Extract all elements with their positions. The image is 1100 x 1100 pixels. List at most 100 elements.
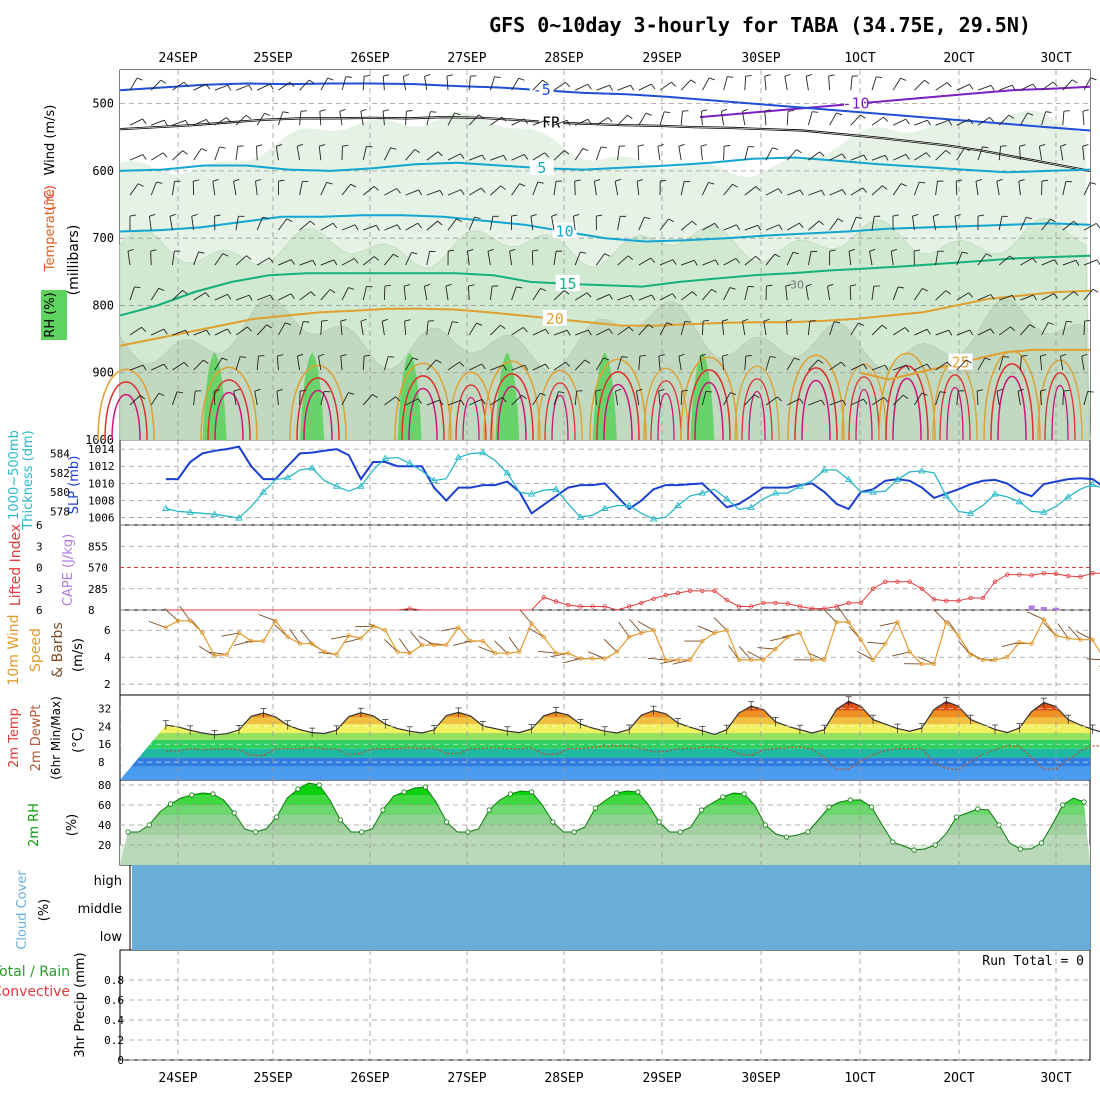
wind-barb-flag (203, 359, 209, 364)
wind-barb (235, 255, 252, 266)
profile-tick-label: 900 (92, 366, 114, 380)
wind-barb-flag (183, 362, 189, 367)
wind-barb (869, 248, 876, 266)
wind-barb-flag (975, 178, 982, 182)
wind-barb-flag (182, 290, 188, 295)
wind-barb (468, 75, 477, 91)
wind-barb-flag (403, 284, 411, 287)
isotherm-minus5 (119, 82, 1091, 132)
wind-barb-shaft (617, 326, 630, 336)
wind-barb-flag (869, 248, 876, 252)
wind-barb-flag (594, 178, 601, 182)
wind-barb-flag (836, 112, 843, 116)
wind-barb-shaft (362, 186, 375, 196)
wind-barb-flag (481, 363, 486, 370)
wind-barb-shaft (362, 146, 367, 161)
wind-barb-flag (573, 214, 580, 217)
wind-barb-shaft (150, 288, 160, 301)
wind-barb-shaft (596, 357, 604, 371)
wind-barb (659, 293, 677, 301)
lifted-index-point (1065, 573, 1071, 579)
wind-barb-flag (883, 116, 889, 122)
wind-speed-point (724, 628, 729, 633)
wind-barb-shaft (956, 292, 969, 301)
wind-barb-flag (193, 179, 200, 182)
wind-barb-shaft (426, 359, 437, 371)
wind-barb (998, 326, 1016, 336)
wind-barb (423, 283, 431, 301)
wind-barb (765, 356, 776, 371)
wind-barb-flag (480, 187, 486, 193)
wind-barb (235, 326, 253, 336)
wind-barb-shaft (256, 324, 268, 336)
wind-barb-shaft (850, 322, 859, 336)
wind-barb (256, 355, 265, 371)
cloud-level-label: low (100, 930, 123, 945)
wind-barb-shaft (850, 154, 865, 161)
wind-barb-shaft (151, 328, 165, 336)
wind-barb (850, 154, 868, 161)
wind-barb-shaft (723, 76, 728, 91)
wind-barb-shaft (956, 148, 965, 161)
wind-barb-shaft (530, 216, 534, 231)
wind-barb-shaft (278, 218, 288, 231)
wind-barb-shaft (786, 252, 794, 266)
wind-barb (744, 224, 762, 231)
wind-barb (977, 294, 995, 301)
wind-barb-flag (604, 253, 611, 257)
wind-10m-barb (1057, 623, 1069, 639)
wind-barb-shaft (214, 357, 223, 371)
wind-barb (617, 145, 626, 161)
wind-barb (935, 119, 953, 126)
wind-barb (426, 151, 443, 161)
wind-speed-point (248, 638, 254, 644)
lifted-index-point (883, 579, 888, 584)
wind-barb-flag (545, 119, 550, 126)
wind-barb-shaft (956, 329, 971, 336)
wind-barb-shaft (617, 114, 628, 126)
wind-barb-shaft (723, 184, 733, 196)
wind-barb (596, 357, 610, 371)
wind-speed-point (931, 661, 937, 667)
wind-barb-shaft (829, 361, 842, 371)
rh-band (120, 805, 1090, 815)
wind-barb-shaft (977, 328, 991, 336)
wind-barb-flag (933, 213, 939, 217)
wind-barb (469, 363, 486, 371)
wind-barb-flag (136, 77, 143, 81)
wind-10m-barb (258, 614, 276, 622)
thickness-marker (893, 475, 902, 483)
wind-barb-flag (966, 359, 972, 364)
wind-barb (892, 394, 909, 406)
wind-barb (935, 180, 944, 196)
wind-barb-flag (1032, 257, 1037, 264)
wind-barb (129, 326, 147, 336)
wind-speed-point (1005, 655, 1010, 660)
wind-barb-shaft (977, 116, 990, 126)
wind-barb-shaft (787, 189, 801, 196)
wind-barb-flag (863, 363, 868, 370)
wind-barb-flag (821, 399, 825, 406)
wind-barb-shaft (447, 321, 453, 336)
wind-barb-shaft (765, 188, 779, 196)
wind-barb-shaft (151, 119, 165, 126)
wind-barb-shaft (341, 76, 347, 91)
lifted-index-point (968, 595, 973, 601)
wind-barb-shaft (977, 253, 987, 266)
lifted-index-point (907, 579, 912, 584)
wind-barb-flag (532, 249, 539, 252)
wind-barb (362, 394, 378, 406)
wind-speed-point (517, 649, 522, 655)
wind-barb-flag (522, 327, 528, 333)
wind-barb-flag (227, 294, 232, 300)
rh-contour-label: 30 (790, 279, 804, 292)
wind-barb-shaft (1062, 220, 1074, 231)
wind-barb-shaft (318, 356, 322, 371)
wind-barb-shaft (1062, 111, 1065, 126)
thickness-marker (1088, 480, 1097, 487)
wind-barb-flag (764, 74, 771, 77)
lifted-index-point (541, 595, 547, 600)
wind-barb (829, 153, 847, 161)
wind-barb-flag (303, 321, 310, 323)
